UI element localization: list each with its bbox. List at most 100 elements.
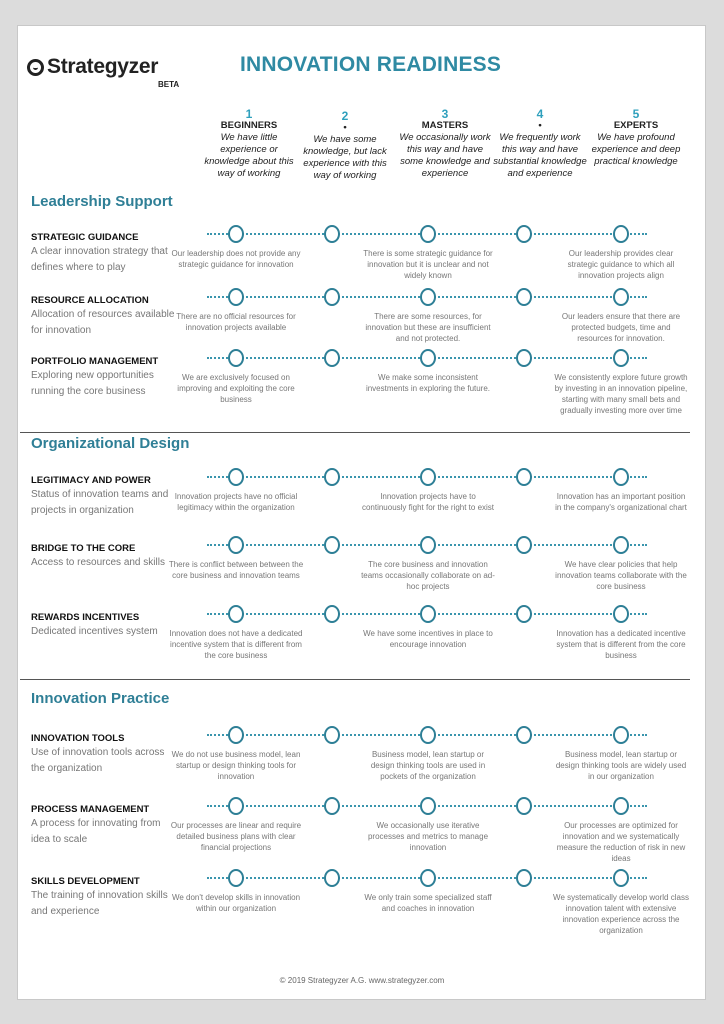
rating-option-5[interactable]: [613, 797, 629, 815]
level-description-3: We only train some specialized staff and…: [364, 893, 492, 913]
level-description-1: There is conflict between between the co…: [168, 560, 304, 580]
criterion-title: REWARDS INCENTIVES: [31, 612, 140, 623]
level-description: We have profound experience and deep pra…: [591, 132, 681, 167]
level-description-5: We have clear policies that help innovat…: [555, 560, 687, 591]
level-description-5: Our leadership provides clear strategic …: [567, 249, 675, 280]
level-name: •: [343, 122, 347, 133]
rating-option-5[interactable]: [613, 869, 629, 887]
level-description-1: Innovation projects have no official leg…: [174, 492, 298, 512]
level-number: 1: [245, 107, 253, 121]
criterion-title: RESOURCE ALLOCATION: [31, 295, 149, 306]
brand-name: Strategyzer: [47, 55, 159, 78]
rating-option-4[interactable]: [516, 605, 532, 623]
rating-option-2[interactable]: [324, 869, 340, 887]
rating-option-1[interactable]: [228, 225, 244, 243]
rating-option-3[interactable]: [420, 536, 436, 554]
section-title: Organizational Design: [31, 435, 190, 452]
criterion-title: BRIDGE TO THE CORE: [31, 543, 136, 554]
rating-option-4[interactable]: [516, 797, 532, 815]
level-description-5: Innovation has a dedicated incentive sys…: [556, 629, 686, 660]
level-description-3: We have some incentives in place to enco…: [363, 629, 493, 649]
level-description-5: We systematically develop world class in…: [553, 893, 689, 935]
rating-option-3[interactable]: [420, 288, 436, 306]
criterion-subtitle: Allocation of resources available for in…: [31, 309, 175, 336]
level-description-5: We consistently explore future growth by…: [554, 373, 688, 415]
beta-badge: BETA: [158, 80, 180, 89]
level-description-3: We occasionally use iterative processes …: [367, 821, 489, 852]
level-description-3: Innovation projects have to continuously…: [361, 492, 495, 512]
level-description-1: Our processes are linear and require det…: [170, 821, 302, 852]
rating-option-4[interactable]: [516, 536, 532, 554]
rating-option-3[interactable]: [420, 225, 436, 243]
rating-option-2[interactable]: [324, 288, 340, 306]
strategyzer-logo: Strategyzer: [27, 55, 158, 79]
level-description: We have little experience or knowledge a…: [204, 132, 294, 179]
level-description: We frequently work this way and have sub…: [493, 132, 587, 179]
rating-option-5[interactable]: [613, 536, 629, 554]
rating-option-3[interactable]: [420, 726, 436, 744]
section-divider: [20, 432, 690, 433]
level-description-1: There are no official resources for inno…: [176, 312, 296, 332]
rating-option-3[interactable]: [420, 468, 436, 486]
rating-option-3[interactable]: [420, 349, 436, 367]
criterion-title: PROCESS MANAGEMENT: [31, 804, 150, 815]
level-4: 4 • We frequently work this way and have s…: [492, 108, 588, 180]
rating-option-2[interactable]: [324, 536, 340, 554]
criterion-subtitle: Access to resources and skills: [31, 557, 165, 568]
level-2: 2 • We have some knowledge, but lack exper…: [297, 110, 393, 182]
rating-option-2[interactable]: [324, 468, 340, 486]
level-name: BEGINNERS: [220, 120, 278, 131]
rating-option-2[interactable]: [324, 797, 340, 815]
criterion-title: INNOVATION TOOLS: [31, 733, 125, 744]
rating-option-4[interactable]: [516, 225, 532, 243]
rating-option-1[interactable]: [228, 797, 244, 815]
rating-option-4[interactable]: [516, 288, 532, 306]
rating-option-2[interactable]: [324, 225, 340, 243]
criterion-subtitle: Exploring new opportunities running the …: [31, 370, 154, 397]
rating-option-1[interactable]: [228, 288, 244, 306]
page-sheet: [17, 25, 706, 1000]
level-description: We have some knowledge, but lack experie…: [303, 134, 387, 181]
criterion-title: LEGITIMACY AND POWER: [31, 475, 151, 486]
rating-option-4[interactable]: [516, 468, 532, 486]
rating-option-1[interactable]: [228, 536, 244, 554]
level-description-1: We do not use business model, lean start…: [171, 750, 301, 781]
rating-option-1[interactable]: [228, 726, 244, 744]
rating-option-4[interactable]: [516, 726, 532, 744]
rating-option-2[interactable]: [324, 726, 340, 744]
level-description: We occasionally work this way and have s…: [399, 132, 491, 179]
level-description-3: We make some inconsistent investments in…: [365, 373, 491, 393]
rating-option-5[interactable]: [613, 349, 629, 367]
rating-option-1[interactable]: [228, 468, 244, 486]
rating-option-5[interactable]: [613, 288, 629, 306]
criterion-subtitle: The training of innovation skills and ex…: [31, 890, 168, 917]
rating-option-1[interactable]: [228, 605, 244, 623]
level-description-3: There are some resources, for innovation…: [365, 312, 491, 343]
rating-option-5[interactable]: [613, 605, 629, 623]
level-description-5: Our leaders ensure that there are protec…: [561, 312, 681, 343]
rating-option-5[interactable]: [613, 726, 629, 744]
level-description-1: Our leadership does not provide any stra…: [171, 249, 301, 269]
page-title: INNOVATION READINESS: [240, 53, 502, 76]
rating-option-3[interactable]: [420, 797, 436, 815]
level-number: 2: [341, 109, 349, 123]
criterion-title: SKILLS DEVELOPMENT: [31, 876, 140, 887]
rating-option-3[interactable]: [420, 605, 436, 623]
rating-option-2[interactable]: [324, 349, 340, 367]
rating-option-5[interactable]: [613, 225, 629, 243]
rating-option-1[interactable]: [228, 869, 244, 887]
rating-option-2[interactable]: [324, 605, 340, 623]
criterion-subtitle: Use of innovation tools across the organ…: [31, 747, 165, 774]
rating-option-3[interactable]: [420, 869, 436, 887]
level-description-1: We are exclusively focused on improving …: [177, 373, 295, 404]
rating-option-1[interactable]: [228, 349, 244, 367]
level-name: MASTERS: [421, 120, 469, 131]
level-description-3: The core business and innovation teams o…: [361, 560, 495, 591]
section-title: Leadership Support: [31, 193, 173, 210]
rating-option-5[interactable]: [613, 468, 629, 486]
rating-option-4[interactable]: [516, 349, 532, 367]
footer-copyright: © 2019 Strategyzer A.G. www.strategyzer.…: [279, 976, 445, 985]
level-number: 5: [632, 107, 640, 121]
section-divider: [20, 679, 690, 680]
rating-option-4[interactable]: [516, 869, 532, 887]
